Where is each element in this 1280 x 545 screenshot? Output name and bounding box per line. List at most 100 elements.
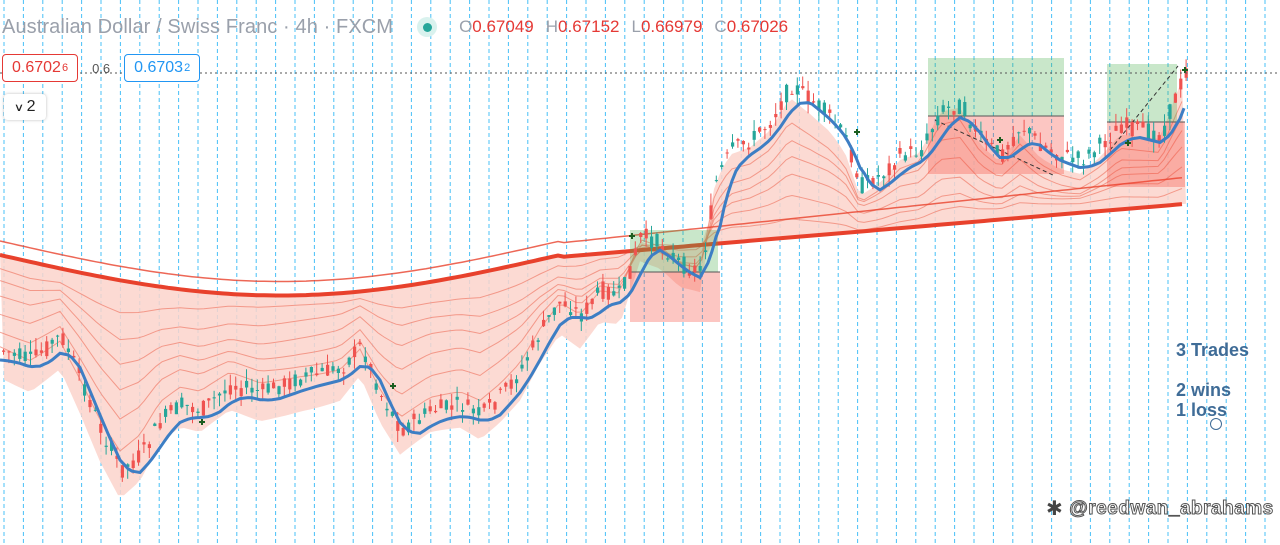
symbol-title[interactable]: Australian Dollar / Swiss Franc · 4h · F… <box>2 15 394 38</box>
candle-body <box>326 364 330 376</box>
candle-body <box>353 346 357 358</box>
candle-body <box>552 307 556 315</box>
candle-body <box>1136 121 1140 124</box>
sell-price: 0.6702 <box>12 59 61 76</box>
candle-body <box>871 178 875 187</box>
ribbon-line <box>0 146 1183 365</box>
candle-body <box>50 339 54 344</box>
candle-body <box>1011 136 1015 146</box>
candle-body <box>536 340 540 342</box>
candle-body <box>282 378 286 387</box>
candle-body <box>930 129 934 133</box>
candle-body <box>1109 142 1113 144</box>
candle-body <box>720 165 724 168</box>
candle-body <box>1006 145 1010 150</box>
candles <box>2 59 1188 482</box>
candle-body <box>239 388 243 397</box>
candle-body <box>785 84 789 103</box>
candle-body <box>234 385 238 390</box>
candle-body <box>428 406 432 412</box>
trade-marker <box>390 383 396 389</box>
candle-body <box>115 455 119 459</box>
candle-body <box>444 400 448 410</box>
candle-body <box>72 355 76 358</box>
candle-body <box>1001 149 1005 162</box>
candle-body <box>585 302 589 314</box>
candle-body <box>1152 130 1156 142</box>
candle-body <box>941 105 945 112</box>
candle-body <box>83 384 87 396</box>
candle-body <box>455 396 459 400</box>
candle-body <box>893 165 897 170</box>
candle-body <box>1038 144 1042 151</box>
candle-body <box>963 102 967 116</box>
ribbon-line <box>0 130 1183 391</box>
candle-body <box>315 373 319 376</box>
candle-body <box>277 386 281 395</box>
candle-body <box>56 335 60 337</box>
candle-body <box>23 351 27 361</box>
candle-body <box>617 285 621 288</box>
spread-value: 0.6 <box>92 60 111 76</box>
candle-body <box>860 177 864 194</box>
candle-body <box>390 411 394 416</box>
candle-body <box>747 147 751 150</box>
chart-header: Australian Dollar / Swiss Franc · 4h · F… <box>2 12 788 42</box>
candle-body <box>347 357 351 365</box>
low-value: 0.66979 <box>640 17 703 36</box>
candle-body <box>261 383 265 390</box>
fast-ma-line <box>0 101 1186 475</box>
candle-body <box>1168 104 1172 119</box>
fast-ma-path <box>0 101 1186 475</box>
candle-body <box>731 142 735 147</box>
live-dot-icon <box>417 17 438 37</box>
candle-body <box>903 155 907 161</box>
candle-body <box>61 333 65 345</box>
candle-body <box>817 100 821 111</box>
ribbon-line <box>0 116 1183 420</box>
buy-button[interactable]: 0.6703 2 <box>124 54 201 82</box>
low-key: L <box>631 17 641 36</box>
candle-body <box>601 281 605 299</box>
candle-body <box>137 450 141 463</box>
mid-ma-line <box>0 176 1183 283</box>
candle-body <box>110 441 114 451</box>
ribbon-line <box>0 166 1183 341</box>
ribbon-line <box>0 188 1183 314</box>
candle-body <box>396 421 400 431</box>
candle-body <box>882 176 886 179</box>
candle-body <box>120 465 124 478</box>
candle-body <box>212 397 216 399</box>
candle-body <box>822 102 826 115</box>
indicators-toggle-button[interactable]: ∨ 2 <box>4 94 46 120</box>
candle-body <box>736 139 740 141</box>
candle-body <box>666 258 670 260</box>
candle-body <box>525 357 529 361</box>
candle-body <box>1087 149 1091 154</box>
candle-body <box>623 277 627 289</box>
candle-body <box>1049 149 1053 153</box>
candle-body <box>142 442 146 445</box>
candle-body <box>806 90 810 104</box>
buy-price-pip: 2 <box>184 62 191 74</box>
candle-body <box>77 366 81 374</box>
candle-body <box>920 150 924 157</box>
buy-price: 0.6703 <box>134 59 184 76</box>
loss-zone <box>630 272 720 322</box>
candle-body <box>1163 125 1167 136</box>
candle-body <box>7 351 11 353</box>
chevron-down-icon: ∨ <box>13 101 24 114</box>
candle-body <box>774 114 778 118</box>
candle-body <box>99 423 103 433</box>
candle-body <box>752 131 756 140</box>
candle-body <box>1065 149 1069 153</box>
sell-button[interactable]: 0.6702 6 <box>2 54 79 82</box>
candle-body <box>434 410 438 413</box>
candle-body <box>255 390 259 391</box>
candle-body <box>547 315 551 317</box>
candle-body <box>650 236 654 249</box>
candle-body <box>272 382 276 389</box>
candle-body <box>158 423 162 429</box>
candle-body <box>914 155 918 157</box>
